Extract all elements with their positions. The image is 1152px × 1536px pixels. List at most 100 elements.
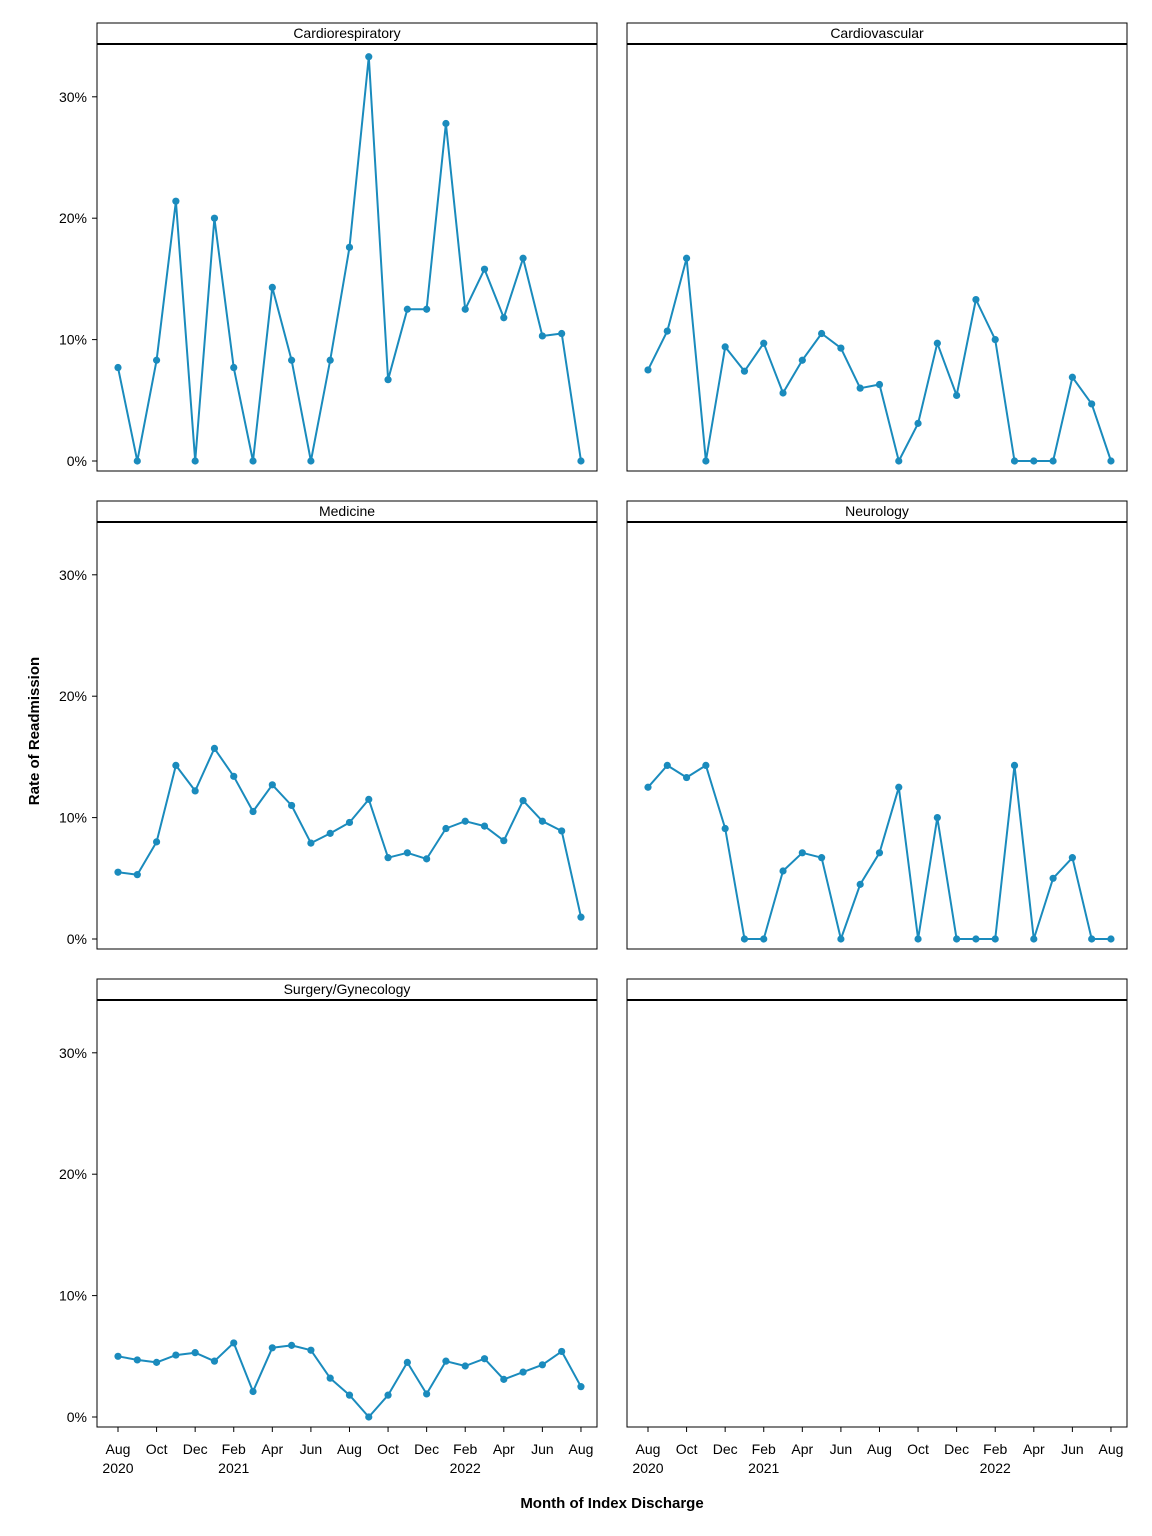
data-point [914,419,922,427]
x-tick-label: Oct [676,1441,698,1457]
data-point [307,457,315,465]
data-point [500,837,508,845]
x-tick-label: Jun [1061,1441,1084,1457]
data-point [538,817,546,825]
y-tick-label: 20% [59,688,87,704]
panel-frame [626,521,1128,950]
data-point [1107,935,1115,943]
data-point [740,935,749,943]
data-point [461,305,469,313]
data-point [249,457,257,465]
x-tick-label: Dec [713,1441,738,1457]
data-point [538,332,546,340]
x-tick-year-label: 2021 [748,1460,779,1476]
x-tick-label: Oct [907,1441,929,1457]
data-point [663,761,671,769]
data-point [152,1358,161,1366]
data-point [558,827,566,835]
y-tick-label: 10% [59,332,87,348]
data-point [1068,373,1076,381]
data-point [403,1358,411,1366]
data-point [875,380,884,389]
data-point [644,366,652,374]
x-tick-label: Aug [337,1441,362,1457]
x-tick-label: Apr [261,1441,283,1457]
data-point [403,305,411,313]
y-tick-label: 0% [67,453,87,469]
data-point [172,761,180,769]
data-point [480,1355,489,1363]
x-tick-year-label: 2022 [980,1460,1011,1476]
y-tick-label: 30% [59,567,87,583]
data-point [365,1413,373,1421]
data-point [423,1390,431,1398]
y-tick-label: 20% [59,1166,87,1182]
data-point [558,329,566,338]
data-point [519,1368,527,1376]
data-point [365,795,373,803]
x-tick-label: Apr [1023,1441,1045,1457]
data-point [837,935,845,943]
data-point [1010,457,1019,465]
data-point [268,283,276,291]
data-point [1010,761,1019,769]
data-point [210,214,219,222]
data-point [480,265,489,273]
x-tick-label: Jun [300,1441,323,1457]
data-point [133,457,141,465]
panel-frame [96,999,598,1428]
y-tick-label: 30% [59,1045,87,1061]
x-tick-label: Feb [222,1441,246,1457]
data-point [895,457,903,465]
data-point [953,391,961,400]
x-tick-label: Jun [531,1441,554,1457]
data-point [953,935,961,943]
x-tick-label: Aug [867,1441,892,1457]
data-point [268,781,276,789]
data-point [442,824,450,833]
data-point [288,1341,296,1349]
data-point [1030,935,1038,943]
data-point [288,356,296,364]
data-point [326,356,334,364]
data-point [345,243,354,251]
data-point [760,935,768,943]
data-point [500,1375,508,1383]
data-point [1049,874,1057,882]
data-point [682,254,691,262]
x-tick-year-label: 2022 [450,1460,481,1476]
x-tick-label: Dec [414,1441,439,1457]
data-point [500,314,508,322]
data-point [682,773,691,782]
data-point [133,1356,141,1364]
data-point [461,1362,469,1370]
data-point [210,744,219,753]
y-tick-label: 0% [67,931,87,947]
y-tick-label: 0% [67,1409,87,1425]
data-point [837,344,845,352]
series-line [647,257,1112,462]
data-point [249,807,257,816]
data-point [702,457,710,465]
y-tick-label: 10% [59,810,87,826]
data-point [991,336,999,344]
x-tick-label: Dec [944,1441,969,1457]
data-point [114,868,122,876]
data-point [1068,854,1076,862]
data-point [403,849,411,857]
data-point [663,327,671,335]
data-point [1030,457,1038,465]
y-tick-label: 30% [59,89,87,105]
x-tick-label: Jun [830,1441,853,1457]
data-point [779,389,787,397]
data-point [644,783,652,791]
data-point [914,935,922,943]
data-point [152,838,161,846]
x-axis-title: Month of Index Discharge [520,1495,703,1512]
x-tick-year-label: 2020 [102,1460,133,1476]
data-point [798,356,806,364]
y-axis-title: Rate of Readmission [26,657,43,805]
data-point [740,367,749,375]
y-tick-label: 20% [59,210,87,226]
